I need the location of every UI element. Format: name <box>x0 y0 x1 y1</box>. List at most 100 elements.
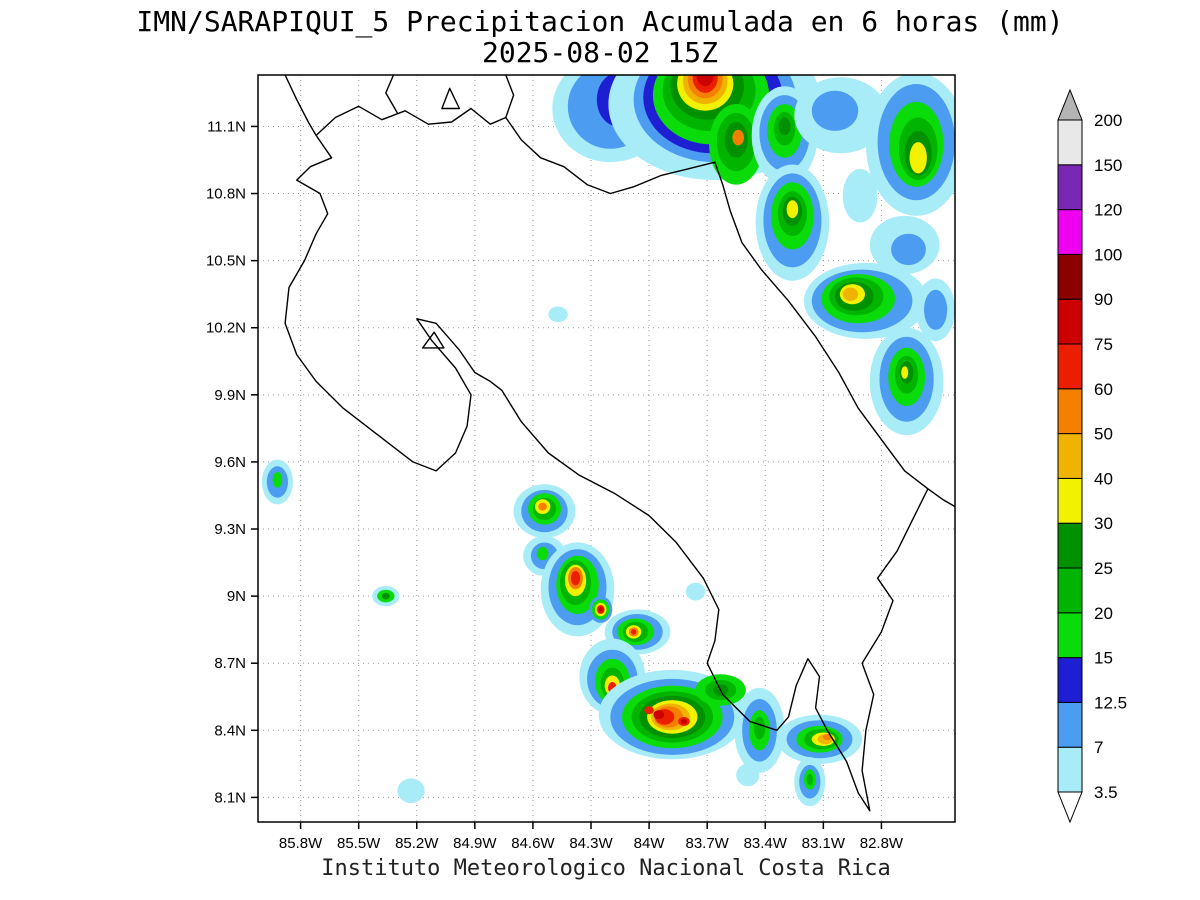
precip-contour-ne-cell-6 <box>786 200 799 219</box>
costa-rica-outline <box>284 105 929 812</box>
y-tick-label: 10.5N <box>206 253 246 270</box>
colorbar-over-arrow <box>1057 88 1083 121</box>
panama-caribbean-coast <box>927 488 955 508</box>
colorbar-cell <box>1057 657 1083 703</box>
axes: 11.1N 10.8N 10.5N 10.2N 9.9N 9.6N 9.3N 9N 8.7N 8.… <box>206 118 904 852</box>
colorbar-cell <box>1057 522 1083 569</box>
colorbar-cell <box>1057 477 1083 524</box>
y-tick-label: 9N <box>227 588 246 605</box>
colorbar-label: 50 <box>1094 425 1113 444</box>
y-tick-label: 9.3N <box>214 521 246 538</box>
x-tick-label: 84.6W <box>511 835 555 852</box>
colorbar-label: 90 <box>1094 290 1113 309</box>
colorbar-label: 12.5 <box>1094 693 1127 712</box>
x-tick-label: 85.2W <box>395 835 439 852</box>
colorbar-cell <box>1057 388 1083 435</box>
colorbar-label: 120 <box>1094 201 1122 220</box>
x-tick-label: 85.8W <box>279 835 323 852</box>
lake-nicaragua-west-shore <box>385 75 399 114</box>
colorbar-label: 15 <box>1094 649 1113 668</box>
colorbar-cell <box>1057 209 1083 255</box>
lake-nicaragua-east-shore <box>505 75 515 118</box>
colorbar-cell <box>1057 253 1083 300</box>
colorbar-cell <box>1057 746 1083 793</box>
colorbar-label: 150 <box>1094 156 1122 175</box>
precip-contour-east-cell-2 <box>901 366 909 379</box>
precip-contour-ne-cell-3 <box>778 117 791 136</box>
colorbar-under-arrow <box>1057 791 1083 824</box>
precip-contour-pac-cell-3 <box>570 571 581 586</box>
y-tick-label: 10.8N <box>206 186 246 203</box>
precip-contour-east-cell-1c <box>924 289 948 330</box>
precip-contour-ne-cell-7 <box>842 169 878 223</box>
precip-contour-pac-cell-2 <box>536 546 549 561</box>
precip-contour-east-cell-1 <box>842 287 859 301</box>
precip-contour-west-coast-dot <box>272 472 283 488</box>
precip-contour-south-cluster-core-2 <box>680 718 688 725</box>
precip-contour-nicoya-dot <box>381 592 390 600</box>
precip-contour-south-dot-2 <box>736 763 760 787</box>
precip-contour-south-cluster <box>653 710 665 720</box>
x-tick-label: 84.3W <box>569 835 613 852</box>
precip-contour-small-dot-north <box>548 306 568 323</box>
precip-contour-south-cell-7 <box>753 716 766 740</box>
precip-contour-south-cluster-core-3 <box>644 706 654 715</box>
lake-island <box>441 87 461 110</box>
colorbar-cell <box>1057 298 1083 345</box>
x-tick-label: 83.4W <box>744 835 788 852</box>
colorbar-cell <box>1057 119 1083 166</box>
y-tick-label: 9.9N <box>214 387 246 404</box>
colorbar-cell <box>1057 343 1083 390</box>
precip-contour-south-cell-8 <box>822 733 832 741</box>
y-tick-label: 11.1N <box>207 118 246 135</box>
y-tick-label: 8.4N <box>214 722 246 739</box>
x-tick-label: 82.8W <box>860 835 904 852</box>
colorbar-cell <box>1057 701 1083 748</box>
colorbar-label: 200 <box>1094 111 1122 130</box>
precip-contour-pac-cell-1 <box>538 502 547 511</box>
precip-cells <box>261 75 955 807</box>
nicaragua-pacific-coast <box>284 75 317 136</box>
colorbar-label: 3.5 <box>1094 783 1118 802</box>
colorbar: 3.5 7 12.5 15 20 25 30 40 50 60 75 90 100 120 150 200 <box>1057 88 1127 824</box>
precip-contour-south-dot-1 <box>397 778 425 803</box>
colorbar-label: 75 <box>1094 335 1113 354</box>
colorbar-label: 25 <box>1094 559 1113 578</box>
colorbar-label: 60 <box>1094 380 1113 399</box>
precip-contour-ne-cell-2-lobe <box>732 129 744 146</box>
x-tick-label: 83.1W <box>802 835 846 852</box>
precip-contour-mid-dot-1 <box>685 582 706 601</box>
precip-contour-east-cell-1b <box>891 233 926 266</box>
y-tick-label: 8.1N <box>214 789 246 806</box>
precip-contour-pac-cell-5 <box>631 629 637 635</box>
colorbar-label: 40 <box>1094 469 1113 488</box>
y-tick-label: 10.2N <box>206 320 246 337</box>
colorbar-label: 100 <box>1094 245 1122 264</box>
coastlines <box>284 75 955 812</box>
colorbar-label: 20 <box>1094 604 1113 623</box>
x-tick-label: 83.7W <box>685 835 729 852</box>
x-tick-label: 84W <box>634 835 666 852</box>
precip-contour-pac-cell-4 <box>598 607 603 612</box>
colorbar-cell <box>1057 612 1083 659</box>
precip-contour-south-cell-9 <box>806 773 813 786</box>
colorbar-label: 7 <box>1094 738 1103 757</box>
precip-contour-ne-cell-5 <box>909 142 927 174</box>
chart-subtitle: 2025-08-02 15Z <box>481 36 718 69</box>
colorbar-cell <box>1057 164 1083 211</box>
chart-footer: Instituto Meteorologico Nacional Costa R… <box>321 856 891 881</box>
y-tick-label: 8.7N <box>214 655 246 672</box>
precip-contour-ne-cell-2-main <box>696 75 714 87</box>
x-tick-label: 84.9W <box>453 835 497 852</box>
precip-contour-ne-cell-4 <box>811 90 859 131</box>
colorbar-cell <box>1057 433 1083 479</box>
plot-border <box>257 74 956 823</box>
colorbar-cell <box>1057 567 1083 614</box>
x-tick-label: 85.5W <box>337 835 381 852</box>
colorbar-label: 30 <box>1094 514 1113 533</box>
chira-island <box>421 331 445 349</box>
y-tick-label: 9.6N <box>214 454 246 471</box>
chart-title: IMN/SARAPIQUI_5 Precipitacion Acumulada … <box>136 5 1064 38</box>
